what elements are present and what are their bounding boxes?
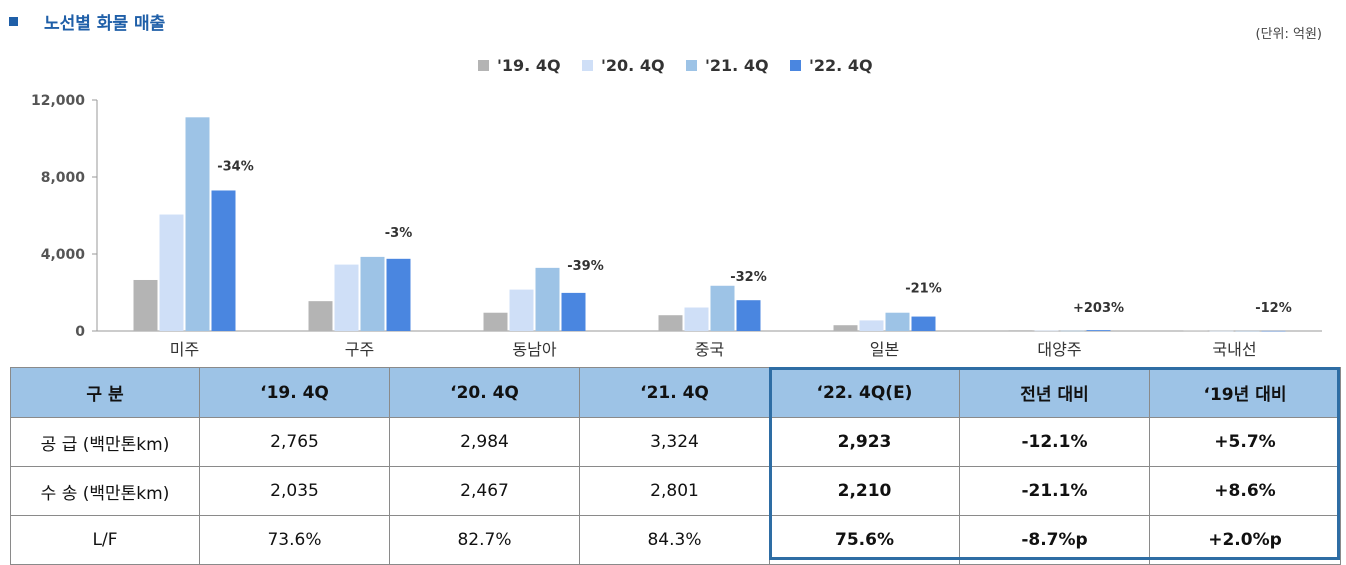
bar-2-2 <box>535 267 560 331</box>
change-label: -21% <box>905 282 942 297</box>
change-label: -3% <box>385 226 412 241</box>
bar-1-5 <box>1034 330 1059 332</box>
table-cell: 84.3% <box>579 515 770 565</box>
bar-0-4 <box>833 325 858 331</box>
change-label: -39% <box>567 259 604 274</box>
change-label: -34% <box>217 159 254 174</box>
x-tick-label: 미주 <box>170 340 199 359</box>
table-cell: 2,210 <box>769 466 960 516</box>
row-label: 공 급 (백만톤km) <box>10 417 200 467</box>
header-vs-19: ‘19년 대비 <box>1149 367 1341 418</box>
bar-1-4 <box>859 320 884 331</box>
table-row: L/F 73.6% 82.7% 84.3% 75.6% -8.7%p +2.0%… <box>10 515 1341 565</box>
table-cell: -21.1% <box>959 466 1150 516</box>
header-20-4q: ‘20. 4Q <box>389 367 580 418</box>
bar-2-5 <box>1060 330 1085 332</box>
table-cell: +5.7% <box>1149 417 1341 467</box>
table-cell: 73.6% <box>199 515 390 565</box>
page-title: 노선별 화물 매출 <box>44 13 166 34</box>
bar-3-6 <box>1261 330 1286 332</box>
header-19-4q: ‘19. 4Q <box>199 367 390 418</box>
table-cell: 2,765 <box>199 417 390 467</box>
legend-label: '20. 4Q <box>601 56 665 75</box>
table-cell: +2.0%p <box>1149 515 1341 565</box>
y-tick-label: 12,000 <box>31 93 85 109</box>
bar-0-0 <box>133 279 158 331</box>
bar-3-2 <box>561 292 586 331</box>
change-label: -12% <box>1255 301 1292 316</box>
chart-bars <box>133 117 1286 332</box>
table-cell: 75.6% <box>769 515 960 565</box>
bar-3-3 <box>736 300 761 331</box>
bar-0-1 <box>308 301 333 331</box>
change-label: +203% <box>1073 301 1124 316</box>
title-bullet-icon <box>9 16 18 26</box>
bar-1-2 <box>509 289 534 331</box>
header-category: 구 분 <box>10 367 200 418</box>
x-tick-label: 구주 <box>345 340 374 359</box>
row-label: L/F <box>10 515 200 565</box>
table-row: 공 급 (백만톤km) 2,765 2,984 3,324 2,923 -12.… <box>10 417 1341 467</box>
y-tick-label: 4,000 <box>41 247 86 263</box>
y-tick-label: 8,000 <box>41 170 86 186</box>
table-cell: 3,324 <box>579 417 770 467</box>
x-tick-label: 중국 <box>695 340 724 359</box>
legend-label: '22. 4Q <box>809 56 873 75</box>
header-yoy: 전년 대비 <box>959 367 1150 418</box>
legend-swatch-2 <box>686 60 697 71</box>
unit-label: (단위: 억원) <box>1255 27 1323 42</box>
y-tick-label: 0 <box>75 324 85 340</box>
bar-2-3 <box>710 285 735 331</box>
bar-2-6 <box>1235 330 1260 332</box>
x-tick-label: 국내선 <box>1212 340 1256 359</box>
bar-3-0 <box>211 190 236 331</box>
legend-swatch-3 <box>790 60 801 71</box>
table-cell: 2,984 <box>389 417 580 467</box>
x-tick-label: 대양주 <box>1037 340 1081 359</box>
row-label: 수 송 (백만톤km) <box>10 466 200 516</box>
table-cell: -8.7%p <box>959 515 1150 565</box>
table-cell: 2,035 <box>199 466 390 516</box>
header-22-4q: ‘22. 4Q(E) <box>769 367 960 418</box>
table-cell: -12.1% <box>959 417 1150 467</box>
bar-chart: '19. 4Q '20. 4Q '21. 4Q '22. 4Q 0 4,000 8,000… <box>31 56 1322 359</box>
table-cell: 2,467 <box>389 466 580 516</box>
chart-axes: 0 4,000 8,000 12,000 <box>31 93 1322 340</box>
legend-label: '19. 4Q <box>497 56 561 75</box>
table-row: 수 송 (백만톤km) 2,035 2,467 2,801 2,210 -21.… <box>10 466 1341 516</box>
chart-labels: -34% 미주 -3% 구주 -39% 동남아 -32% 중국 -21% 일본 +203% 대양주 -1… <box>170 159 1292 359</box>
table-cell: 2,923 <box>769 417 960 467</box>
x-tick-label: 동남아 <box>512 340 556 359</box>
header-21-4q: ‘21. 4Q <box>579 367 770 418</box>
data-table: 구 분 ‘19. 4Q ‘20. 4Q ‘21. 4Q ‘22. 4Q(E) 전… <box>10 367 1341 565</box>
bar-1-1 <box>334 264 359 331</box>
bar-3-4 <box>911 316 936 331</box>
bar-1-3 <box>684 307 709 331</box>
table-header-row: 구 분 ‘19. 4Q ‘20. 4Q ‘21. 4Q ‘22. 4Q(E) 전… <box>10 367 1341 418</box>
bar-0-5 <box>1008 330 1033 331</box>
x-tick-label: 일본 <box>870 340 899 359</box>
chart-legend: '19. 4Q '20. 4Q '21. 4Q '22. 4Q <box>478 56 873 75</box>
bar-0-2 <box>483 312 508 331</box>
bar-1-0 <box>159 214 184 331</box>
table-cell: 82.7% <box>389 515 580 565</box>
bar-2-0 <box>185 117 210 331</box>
bar-3-1 <box>386 258 411 331</box>
bar-2-1 <box>360 256 385 331</box>
bar-0-6 <box>1183 330 1208 332</box>
table-cell: 2,801 <box>579 466 770 516</box>
legend-swatch-0 <box>478 60 489 71</box>
bar-0-3 <box>658 315 683 331</box>
bar-1-6 <box>1209 330 1234 332</box>
table-cell: +8.6% <box>1149 466 1341 516</box>
bar-3-5 <box>1086 330 1111 331</box>
change-label: -32% <box>730 270 767 285</box>
legend-swatch-1 <box>582 60 593 71</box>
title-row: 노선별 화물 매출 <box>6 8 165 34</box>
legend-label: '21. 4Q <box>705 56 769 75</box>
bar-2-4 <box>885 312 910 331</box>
